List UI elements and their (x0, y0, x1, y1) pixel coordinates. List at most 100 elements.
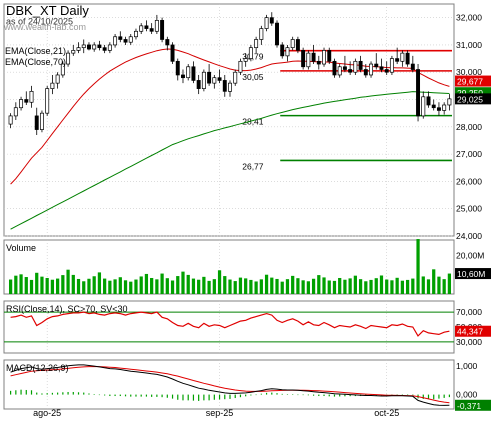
macd-hist-bar (187, 394, 189, 401)
volume-bar (29, 279, 34, 294)
candle-body (181, 74, 185, 79)
macd-legend: MACD(12,26,9) (6, 363, 69, 373)
volume-bar (374, 278, 378, 294)
candle-body (149, 28, 154, 32)
candle-body (290, 39, 295, 49)
volume-bar (87, 278, 91, 294)
volume-bar (395, 277, 399, 294)
macd-hist-bar (156, 394, 158, 397)
volume-bar (71, 274, 75, 294)
macd-hist-bar (114, 394, 116, 397)
volume-bar (123, 280, 128, 294)
macd-hist-bar (312, 394, 315, 396)
candle-body (76, 47, 81, 51)
candle-body (34, 115, 39, 130)
candle-body (175, 60, 180, 76)
price-last-tag: 29,025 (457, 94, 483, 104)
price-panel-frame (3, 3, 455, 237)
volume-bar (24, 277, 28, 294)
volume-bar (19, 274, 23, 294)
volume-bar (134, 279, 138, 294)
macd-hist-bar (198, 394, 200, 401)
candle-body (248, 47, 253, 59)
candle-body (337, 66, 342, 76)
candle-body (431, 104, 436, 109)
macd-hist-bar (140, 394, 142, 397)
x-tick-label: oct-25 (374, 408, 399, 418)
macd-hist-bar (166, 394, 168, 398)
rsi-y-tick-label: 70,000 (456, 307, 482, 317)
volume-bar (139, 276, 143, 294)
macd-hist-bar (41, 393, 43, 395)
macd-hist-bar (213, 394, 215, 400)
volume-bar (385, 279, 389, 294)
candle-body (222, 80, 227, 92)
price-y-tick-label: 27,000 (456, 149, 482, 159)
candle-body (254, 39, 259, 49)
candle-body (186, 66, 191, 79)
candle-body (264, 17, 269, 29)
candle-body (342, 66, 347, 70)
candle-body (384, 69, 389, 73)
candle-body (327, 50, 332, 62)
macd-hist-bar (124, 394, 127, 397)
macd-hist-bar (46, 393, 48, 395)
candle-body (123, 39, 128, 43)
volume-bar (411, 278, 415, 294)
candle-body (55, 74, 60, 84)
candle-body (19, 99, 24, 109)
volume-bars (8, 239, 452, 294)
candle-body (447, 98, 452, 106)
macd-hist-bar (119, 394, 121, 397)
watermark-text: www.wealth-lab.com (3, 22, 86, 32)
macd-hist-bar (433, 394, 435, 400)
chart-title: DBK_XT Daily (6, 3, 89, 18)
price-y-tick-label: 31,000 (456, 40, 482, 50)
candle-body (416, 69, 421, 117)
volume-bar (259, 279, 263, 294)
candle-body (306, 52, 311, 68)
candle-body (50, 82, 55, 89)
candle-body (139, 25, 144, 32)
macd-last-tag: -0,371 (457, 401, 481, 411)
macd-line (10, 364, 450, 406)
candle-body (228, 82, 232, 92)
macd-hist-bar (443, 394, 445, 398)
volume-bar (306, 281, 310, 294)
macd-hist-bar (83, 392, 85, 395)
macd-hist-bar (328, 394, 330, 397)
volume-bar (217, 270, 222, 294)
candle-body (395, 58, 400, 62)
macd-hist-bar (171, 394, 174, 399)
price-last-tag: 29,677 (457, 77, 483, 87)
level-label: 26,77 (242, 161, 264, 171)
macd-y-tick-label: 0,000 (456, 390, 478, 400)
candle-body (295, 39, 300, 51)
volume-bar (379, 275, 384, 294)
volume-bar (405, 279, 410, 294)
volume-bar (400, 280, 404, 294)
macd-hist-bar (57, 392, 59, 395)
candle-body (269, 17, 274, 24)
candle-body (410, 63, 415, 70)
volume-bar (416, 239, 420, 294)
macd-hist-bar (412, 394, 414, 396)
candle-body (233, 71, 238, 84)
volume-bar (170, 280, 175, 294)
volume-bar (244, 278, 248, 294)
candle-body (97, 44, 102, 49)
volume-bar (369, 279, 373, 294)
candle-body (238, 60, 243, 73)
candle-body (280, 44, 285, 57)
macd-hist-bar (349, 394, 351, 397)
volume-y-tick-label: 20,00M (456, 250, 484, 260)
volume-bar (160, 273, 164, 294)
level-label: 28,41 (242, 117, 264, 127)
candle-body (243, 58, 248, 62)
candle-body (71, 50, 76, 54)
volume-bar (264, 274, 269, 294)
price-last-tag: 29,250 (457, 88, 483, 98)
